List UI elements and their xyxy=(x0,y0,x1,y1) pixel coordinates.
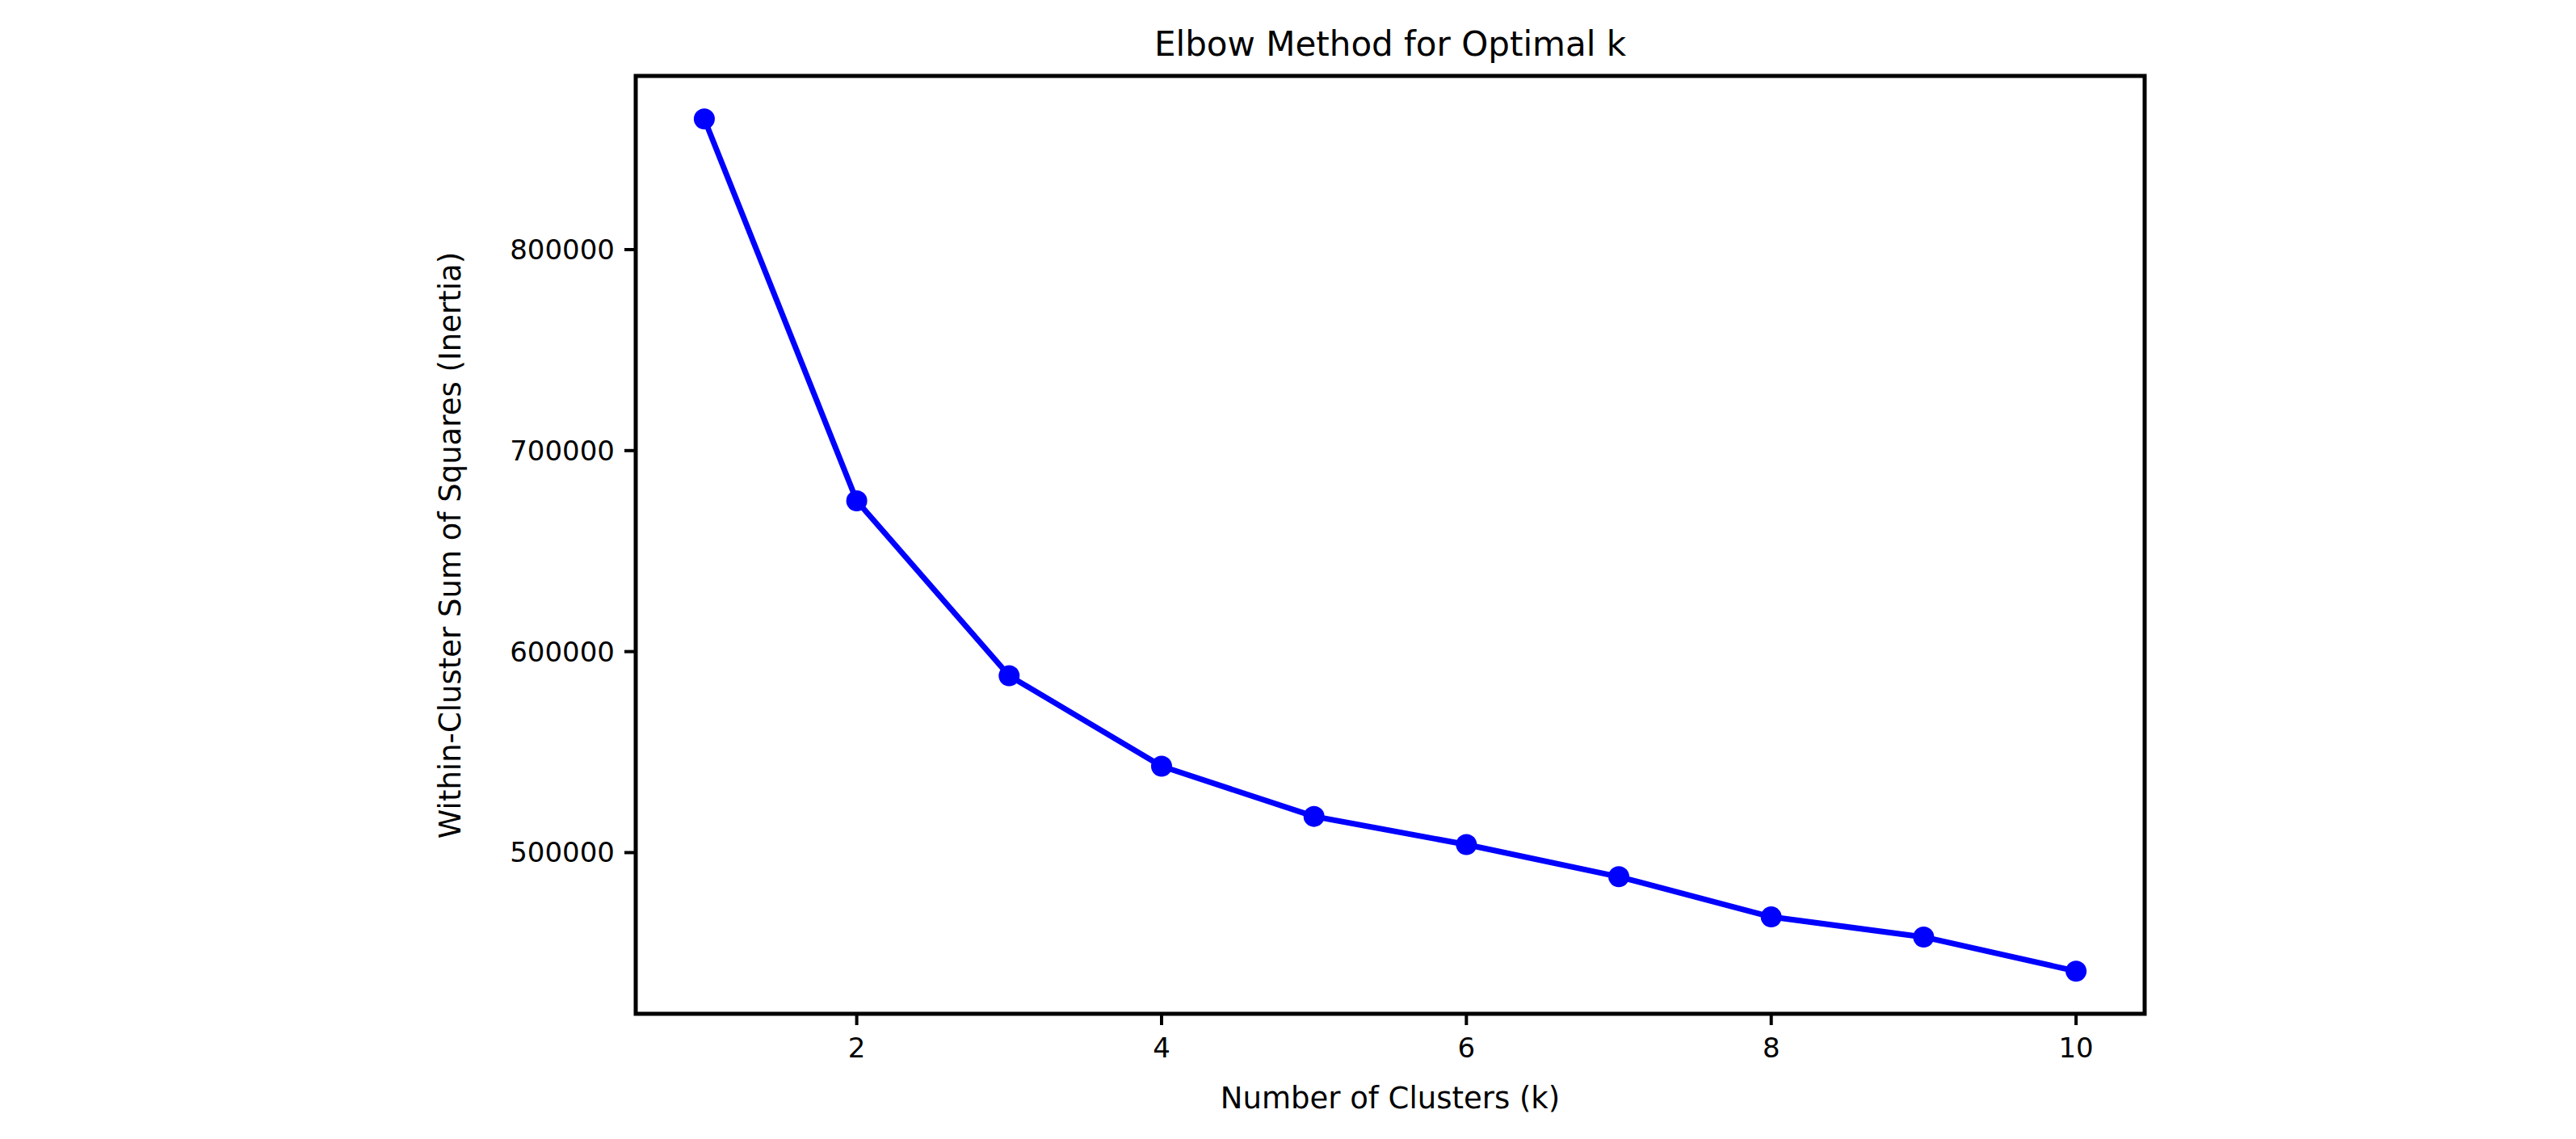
y-tick-label: 500000 xyxy=(510,836,615,868)
elbow-method-figure: 2 4 6 8 10 500000 600000 700000 800000 Elbow Met… xyxy=(0,0,2576,1139)
x-tick-label: 2 xyxy=(848,1032,866,1064)
x-tick-label: 8 xyxy=(1763,1032,1780,1064)
y-tick-label: 700000 xyxy=(510,435,615,467)
data-point-marker xyxy=(1151,755,1172,776)
data-point-marker xyxy=(1761,906,1782,927)
plot-area: 2 4 6 8 10 500000 600000 700000 800000 xyxy=(510,76,2145,1064)
axes-spines xyxy=(636,76,2145,1014)
chart-title: Elbow Method for Optimal k xyxy=(636,24,2145,64)
series-line xyxy=(704,119,2076,971)
y-tick-label: 600000 xyxy=(510,636,615,668)
data-point-marker xyxy=(2065,960,2086,981)
data-point-marker xyxy=(1304,806,1325,827)
x-tick-label: 10 xyxy=(2058,1032,2093,1064)
plot-canvas: 2 4 6 8 10 500000 600000 700000 800000 xyxy=(0,0,2576,1139)
data-point-marker xyxy=(694,108,715,129)
data-point-marker xyxy=(998,665,1019,686)
data-point-marker xyxy=(847,490,868,511)
x-axis-label: Number of Clusters (k) xyxy=(636,1081,2145,1116)
y-tick-label: 800000 xyxy=(510,233,615,266)
data-point-marker xyxy=(1456,834,1477,855)
data-point-marker xyxy=(1913,927,1934,948)
x-tick-label: 4 xyxy=(1153,1032,1170,1064)
x-tick-label: 6 xyxy=(1458,1032,1476,1064)
data-point-marker xyxy=(1608,866,1629,887)
